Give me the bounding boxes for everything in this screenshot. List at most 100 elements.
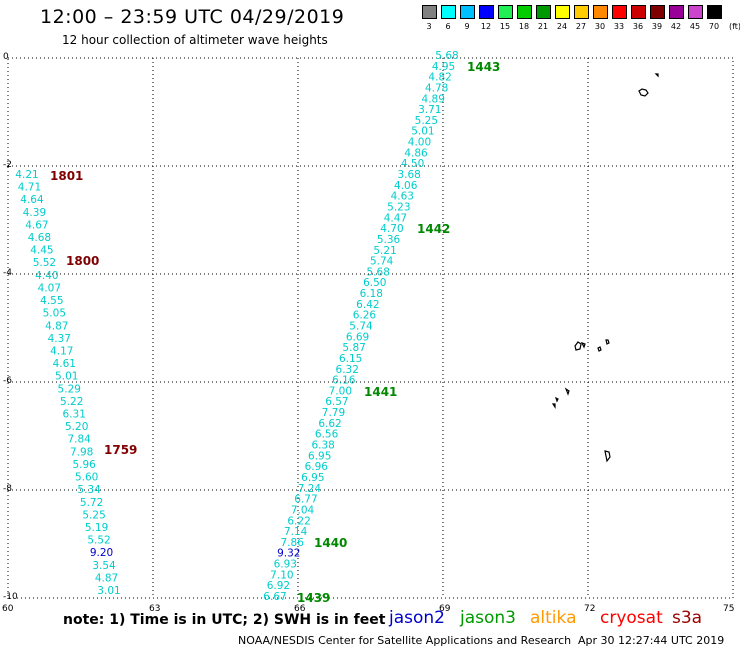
swh-value-label: 5.36	[377, 234, 401, 246]
pass-time-label: 1441	[364, 385, 397, 399]
swh-value-label: 6.31	[63, 409, 86, 421]
swh-value-label: 6.26	[353, 310, 377, 322]
timestamp-text: Apr 30 12:27:44 UTC 2019	[578, 634, 725, 647]
swh-value-label: 5.68	[367, 266, 390, 278]
swh-value-label: 5.68	[435, 50, 458, 62]
scale-swatch	[669, 5, 684, 19]
swh-value-label: 6.42	[356, 299, 379, 311]
swh-value-label: 6.93	[274, 559, 297, 571]
swh-value-label: 7.14	[284, 526, 308, 538]
swh-value-label: 7.86	[281, 537, 305, 549]
swh-value-label: 4.67	[25, 219, 48, 231]
island-outline	[551, 403, 556, 409]
swh-value-label: 4.00	[408, 137, 431, 149]
lat-label: -4	[3, 268, 12, 278]
swh-value-label: 5.25	[415, 115, 438, 127]
swh-value-label: 7.84	[67, 434, 91, 446]
credit-text: NOAA/NESDIS Center for Satellite Applica…	[238, 634, 572, 647]
swh-value-label: 5.60	[75, 472, 98, 484]
swh-value-label: 4.87	[45, 320, 68, 332]
swh-value-label: 4.68	[28, 232, 51, 244]
island-outline	[605, 339, 610, 345]
scale-label: 42	[670, 22, 682, 31]
swh-value-label: 5.29	[58, 383, 81, 395]
swh-value-label: 3.01	[97, 585, 120, 597]
swh-value-label: 6.50	[363, 277, 386, 289]
swh-value-label: 4.89	[422, 93, 445, 105]
swh-value-label: 7.79	[322, 407, 345, 419]
swh-value-label: 5.05	[43, 308, 66, 320]
swh-value-label: 4.70	[380, 223, 403, 235]
lat-label: -10	[3, 592, 18, 602]
swh-value-label: 6.62	[318, 418, 341, 430]
legend-cryosat: cryosat	[600, 608, 663, 628]
scale-swatch	[422, 5, 437, 19]
swh-value-label: 4.95	[432, 61, 455, 73]
island-outline	[597, 346, 602, 352]
scale-swatch	[593, 5, 608, 19]
swh-value-label: 4.71	[18, 182, 41, 194]
scale-swatch	[441, 5, 456, 19]
scale-label: 70	[708, 22, 720, 31]
swh-value-label: 3.68	[397, 169, 420, 181]
swh-value-label: 6.95	[308, 450, 331, 462]
swh-value-label: 5.72	[80, 497, 103, 509]
swh-value-label: 5.52	[87, 535, 110, 547]
swh-value-label: 6.15	[339, 353, 362, 365]
legend-jason3: jason3	[460, 608, 516, 628]
swh-value-label: 5.74	[370, 256, 394, 268]
island-outline	[574, 341, 582, 351]
swh-value-label: 6.67	[263, 591, 286, 603]
scale-label: 6	[445, 22, 451, 31]
swh-value-label: 6.57	[325, 396, 348, 408]
scale-label: 18	[518, 22, 530, 31]
swh-value-label: 3.54	[92, 560, 116, 572]
swh-value-label: 4.86	[404, 147, 428, 159]
lat-label: -2	[3, 160, 12, 170]
swh-value-label: 6.38	[311, 440, 334, 452]
footer-note: note: 1) Time is in UTC; 2) SWH is in fe…	[63, 612, 386, 628]
swh-value-label: 6.56	[315, 429, 339, 441]
pass-time-label: 1800	[66, 254, 99, 268]
pass-time-label: 1439	[297, 591, 330, 605]
swh-value-label: 4.37	[48, 333, 71, 345]
swh-value-label: 3.71	[418, 104, 441, 116]
scale-swatch	[479, 5, 494, 19]
lat-label: 0	[3, 52, 9, 62]
swh-value-label: 4.47	[384, 212, 407, 224]
island-outline	[580, 341, 586, 349]
swh-value-label: 4.64	[20, 194, 44, 206]
page-subtitle: 12 hour collection of altimeter wave hei…	[62, 33, 328, 47]
scale-swatch	[536, 5, 551, 19]
swh-value-label: 4.55	[40, 295, 63, 307]
lon-label: 69	[439, 604, 451, 614]
pass-time-label: 1801	[50, 169, 83, 183]
swh-value-label: 5.21	[373, 245, 396, 257]
swh-value-label: 5.34	[77, 484, 101, 496]
scale-label: 45	[689, 22, 701, 31]
island-outline	[564, 387, 570, 396]
swh-value-label: 7.98	[70, 446, 93, 458]
scale-label: 39	[651, 22, 663, 31]
lon-label: 75	[723, 604, 734, 614]
scale-label: 21	[537, 22, 549, 31]
swh-value-label: 6.77	[294, 494, 317, 506]
scale-swatch	[517, 5, 532, 19]
scale-swatch	[498, 5, 513, 19]
swh-value-label: 5.20	[65, 421, 88, 433]
scale-label: 30	[594, 22, 606, 31]
pass-time-label: 1443	[467, 60, 500, 74]
scale-label: 3	[426, 22, 432, 31]
scale-swatch	[631, 5, 646, 19]
swh-value-label: 6.92	[267, 580, 290, 592]
legend-s3a: s3a	[672, 608, 703, 628]
lon-label: 72	[584, 604, 595, 614]
swh-value-label: 4.40	[35, 270, 58, 282]
swh-value-label: 7.24	[298, 483, 322, 495]
swh-value-label: 4.17	[50, 345, 73, 357]
scale-swatch	[555, 5, 570, 19]
swh-value-label: 6.69	[346, 331, 369, 343]
scale-unit: (ft)	[728, 22, 740, 31]
scale-label: 24	[556, 22, 568, 31]
